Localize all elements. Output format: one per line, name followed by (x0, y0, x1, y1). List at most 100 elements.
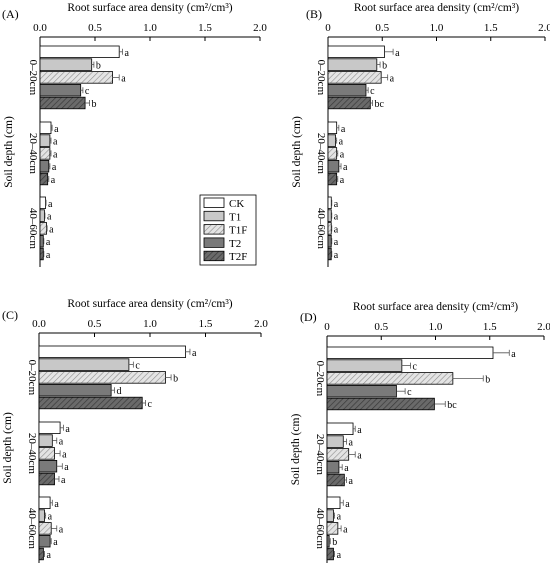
x-tick-label: 1.0 (143, 318, 157, 330)
panel-label: (C) (2, 308, 18, 322)
legend-swatch-t2f (203, 250, 225, 262)
x-tick-label: 0.5 (374, 321, 388, 333)
legend-swatch-t2 (203, 237, 225, 248)
bar-ck (39, 45, 120, 59)
legend-swatch-t1f (203, 224, 225, 235)
significance-letter: a (47, 550, 52, 561)
bar-ck (39, 121, 52, 135)
significance-letter: a (59, 437, 64, 448)
category-label: 20–40cm (315, 133, 327, 174)
x-tick-label: 1.5 (199, 318, 213, 330)
legend-label: T2 (229, 238, 241, 250)
bar-t1f (38, 371, 166, 384)
panel-label: (D) (300, 310, 317, 324)
significance-letter: a (343, 162, 348, 173)
bar-ck (327, 121, 338, 135)
bar-t1f (326, 448, 350, 461)
bar-t2 (39, 159, 50, 173)
significance-letter: b (96, 61, 101, 72)
bar-t1 (39, 134, 51, 147)
axis-title: Root surface area density (cm²/cm³) (67, 2, 232, 14)
bar-t2 (39, 234, 44, 248)
x-tick-label: 1.5 (484, 22, 498, 34)
significance-letter: a (64, 462, 69, 473)
x-tick-label: 0.5 (88, 22, 102, 34)
axis-title: Root surface area density (cm²/cm³) (353, 301, 518, 313)
bar-t1 (326, 435, 344, 448)
category-label: 0–20cm (27, 60, 39, 96)
bar-t1 (326, 359, 403, 372)
category-label: 40–60cm (26, 508, 38, 549)
category-label: 0–20cm (314, 361, 326, 397)
significance-letter: c (85, 86, 90, 97)
bar-t2f (39, 247, 44, 261)
significance-letter: a (340, 149, 345, 160)
bar-t1f (39, 147, 51, 160)
x-tick-label: 0.5 (88, 318, 102, 330)
bar-t2 (327, 234, 332, 248)
significance-letter: a (334, 250, 339, 261)
bar-t2f (38, 472, 55, 486)
x-tick-label: 0.0 (32, 318, 46, 330)
x-tick-label: 1.5 (198, 22, 212, 34)
significance-letter: a (357, 450, 362, 461)
bar-t1 (38, 509, 45, 522)
x-tick-label: 2.0 (254, 318, 268, 330)
significance-letter: a (339, 137, 344, 148)
axis-title: Root surface area density (cm²/cm³) (67, 298, 232, 310)
legend-label: T2F (229, 251, 247, 263)
bar-t2f (327, 172, 338, 186)
significance-letter: a (345, 499, 350, 510)
category-label: 20–40cm (314, 434, 326, 475)
significance-letter: b (332, 537, 337, 548)
significance-letter: a (334, 224, 339, 235)
significance-letter: c (148, 399, 153, 410)
bar-t1f (326, 372, 454, 385)
bar-t2 (38, 459, 58, 473)
bar-t1 (326, 509, 334, 522)
bar-ck (327, 196, 332, 210)
x-tick-label: 2.0 (538, 22, 550, 34)
significance-letter: a (192, 348, 197, 359)
significance-letter: a (341, 124, 346, 135)
bar-t2 (326, 535, 330, 548)
bar-t1 (38, 358, 130, 371)
significance-letter: a (52, 162, 57, 173)
bar-t1f (327, 71, 382, 84)
bar-t2f (326, 547, 334, 561)
bar-ck (38, 496, 51, 510)
significance-letter: a (62, 449, 67, 460)
bar-t2f (38, 396, 143, 410)
significance-letter: a (46, 250, 51, 261)
bar-t1f (327, 147, 338, 160)
legend-swatch-ck (203, 197, 225, 208)
bar-t2 (38, 383, 112, 397)
x-tick-label: 0 (325, 22, 331, 34)
panel-c: (C) Root surface area density (cm²/cm³) 0.… (2, 298, 268, 563)
significance-letter: a (47, 212, 52, 223)
bar-t1 (38, 434, 53, 447)
significance-letter: a (349, 438, 354, 449)
bar-t1 (327, 134, 336, 147)
bar-t2 (327, 159, 340, 173)
significance-letter: b (92, 99, 97, 110)
significance-letter: a (48, 512, 53, 523)
category-label: 20–40cm (26, 433, 38, 474)
bar-t2 (326, 384, 397, 398)
significance-letter: a (54, 124, 59, 135)
category-label: 40–60cm (315, 208, 327, 249)
significance-letter: c (413, 362, 418, 373)
x-tick-label: 1.0 (143, 22, 157, 34)
significance-letter: a (343, 524, 348, 535)
bar-ck (39, 196, 46, 210)
significance-letter: a (53, 137, 58, 148)
significance-letter: a (121, 73, 126, 84)
significance-letter: a (334, 199, 339, 210)
significance-letter: a (125, 48, 130, 59)
x-tick-label: 1.0 (430, 22, 444, 34)
bar-ck (327, 45, 385, 59)
significance-letter: a (54, 499, 59, 510)
significance-letter: a (511, 349, 516, 360)
significance-letter: a (53, 149, 58, 160)
